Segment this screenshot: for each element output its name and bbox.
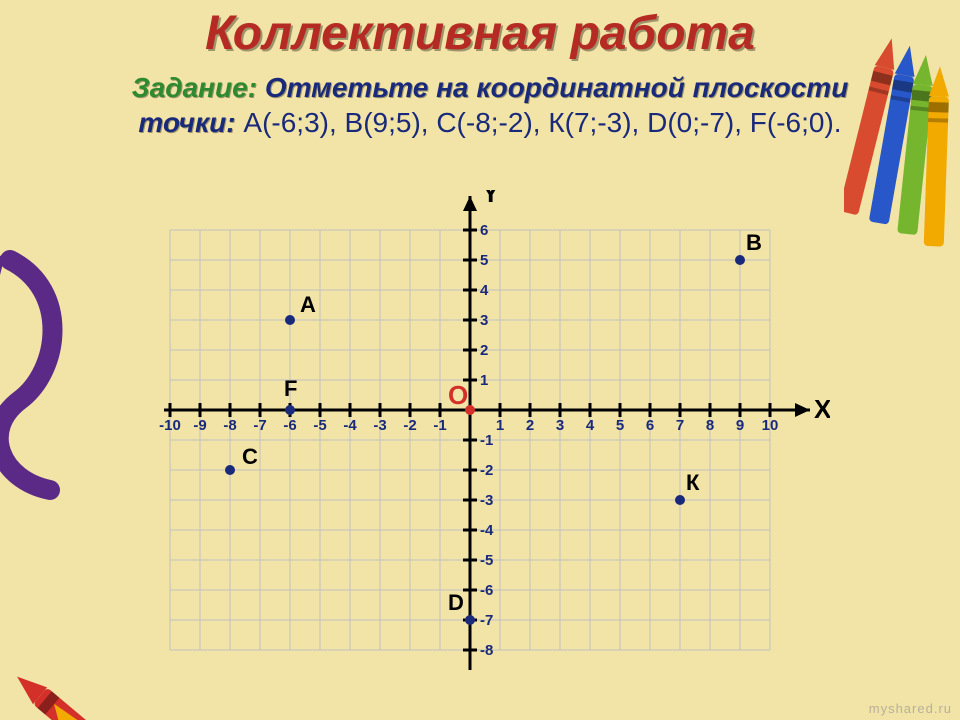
y-tick-label: -8 xyxy=(480,642,493,659)
x-tick-label: 5 xyxy=(616,417,624,434)
x-tick-label: 2 xyxy=(526,417,534,434)
y-tick-label: -3 xyxy=(480,492,493,509)
point-F xyxy=(285,405,295,415)
slide-title: Коллективная работа xyxy=(0,6,960,61)
y-tick-label: 2 xyxy=(480,342,488,359)
point-A xyxy=(285,315,295,325)
point-label-F: F xyxy=(284,376,297,401)
y-tick-label: 1 xyxy=(480,372,488,389)
coordinate-plane: -10-9-8-7-6-5-4-3-2-112345678910-8-7-6-5… xyxy=(130,190,830,680)
x-tick-label: -10 xyxy=(159,417,181,434)
task-text: Задание: Отметьте на координатной плоско… xyxy=(80,70,900,140)
x-tick-label: -6 xyxy=(283,417,296,434)
x-tick-label: -8 xyxy=(223,417,236,434)
x-tick-label: -5 xyxy=(313,417,326,434)
x-tick-label: 1 xyxy=(496,417,504,434)
point-C xyxy=(225,465,235,475)
y-tick-label: 5 xyxy=(480,252,488,269)
x-axis-label: X xyxy=(814,394,830,424)
point-label-K: К xyxy=(686,470,700,495)
x-tick-label: -7 xyxy=(253,417,266,434)
y-axis-label: Y xyxy=(482,190,499,208)
x-tick-label: -3 xyxy=(373,417,386,434)
x-tick-label: 3 xyxy=(556,417,564,434)
x-tick-label: 10 xyxy=(762,417,779,434)
x-tick-label: 9 xyxy=(736,417,744,434)
x-tick-label: 7 xyxy=(676,417,684,434)
watermark: myshared.ru xyxy=(869,701,952,716)
point-label-C: С xyxy=(242,444,258,469)
slide-stage: Коллективная работа Задание: Отметьте на… xyxy=(0,0,960,720)
y-tick-label: 6 xyxy=(480,222,488,239)
y-axis-arrow-icon xyxy=(463,196,477,211)
y-tick-label: -1 xyxy=(480,432,493,449)
origin-label: О xyxy=(448,380,468,410)
y-tick-label: -6 xyxy=(480,582,493,599)
crayons-top-right-icon xyxy=(844,28,954,288)
crayon-left-top-icon xyxy=(0,250,100,510)
point-label-B: В xyxy=(746,230,762,255)
point-label-D: D xyxy=(448,590,464,615)
task-label: Задание: xyxy=(132,72,257,103)
y-tick-label: -4 xyxy=(480,522,494,539)
y-tick-label: 4 xyxy=(480,282,489,299)
point-label-A: А xyxy=(300,292,316,317)
x-tick-label: 4 xyxy=(586,417,595,434)
x-tick-label: -4 xyxy=(343,417,357,434)
y-tick-label: -5 xyxy=(480,552,493,569)
point-K xyxy=(675,495,685,505)
x-tick-label: -9 xyxy=(193,417,206,434)
x-axis-arrow-icon xyxy=(795,403,810,417)
point-B xyxy=(735,255,745,265)
x-tick-label: -2 xyxy=(403,417,416,434)
y-tick-label: -2 xyxy=(480,462,493,479)
x-tick-label: 8 xyxy=(706,417,714,434)
x-tick-label: -1 xyxy=(433,417,446,434)
y-tick-label: -7 xyxy=(480,612,493,629)
y-tick-label: 3 xyxy=(480,312,488,329)
point-D xyxy=(465,615,475,625)
task-points-list: А(-6;3), В(9;5), С(-8;-2), К(7;-3), D(0;… xyxy=(243,107,841,138)
x-tick-label: 6 xyxy=(646,417,654,434)
